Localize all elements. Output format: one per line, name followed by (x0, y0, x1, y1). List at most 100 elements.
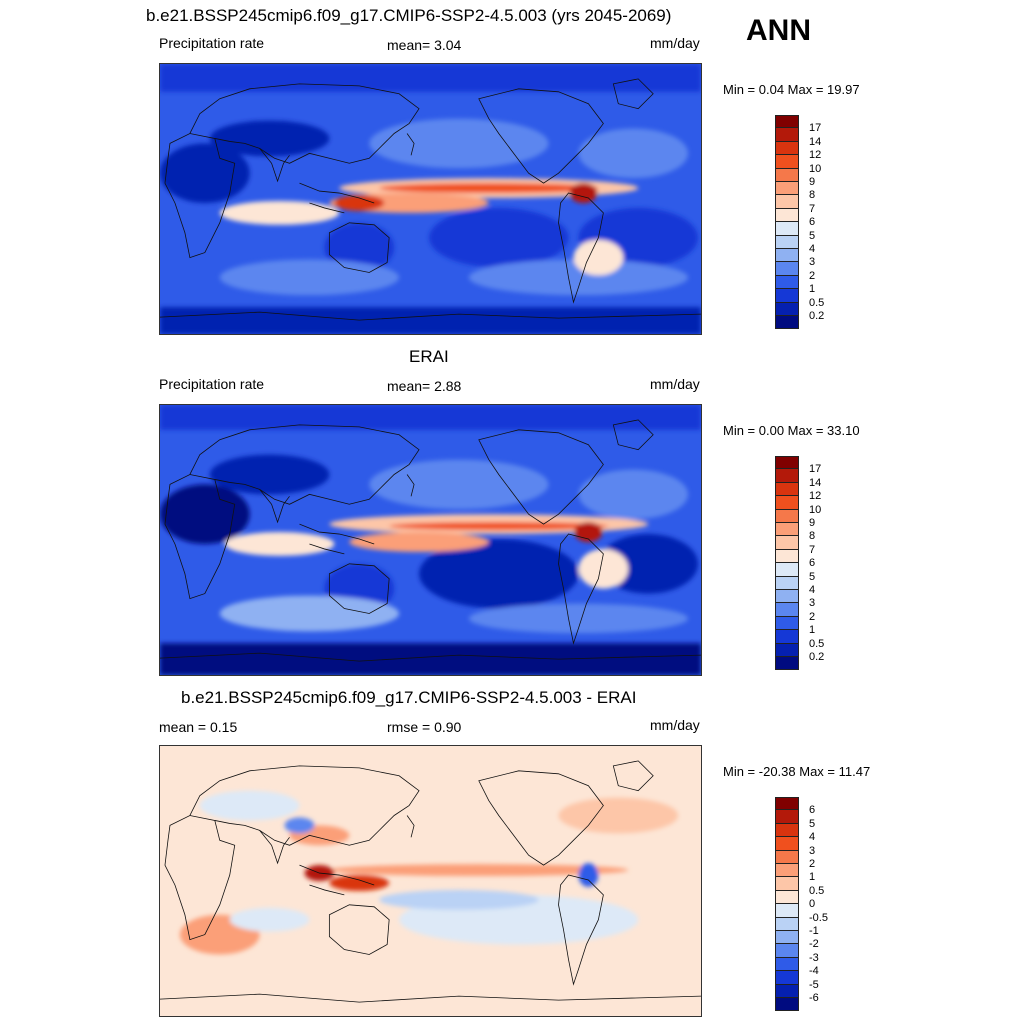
colorbar-swatch (775, 208, 799, 223)
colorbar-swatch (775, 890, 799, 905)
colorbar-tick-label: 0.5 (809, 884, 825, 897)
panel-3-colorbar: 6 5 4 3 2 1 0.5 0 -0.5 -1 -2 -3 -4 -5 -6 (775, 797, 828, 1012)
colorbar-tick-label: 1 (809, 624, 816, 637)
colorbar-swatch (775, 850, 799, 864)
panel-2-title: ERAI (409, 347, 449, 366)
colorbar-tick-label: 17 (809, 463, 822, 476)
colorbar-tick-label: 3 (809, 256, 816, 269)
colorbar-tick-label: 6 (809, 557, 816, 570)
colorbar-swatch (775, 523, 799, 537)
colorbar-swatch (775, 509, 799, 523)
colorbar-tick-label: 3 (809, 844, 816, 857)
colorbar-swatch (775, 563, 799, 577)
colorbar-swatch (775, 262, 799, 276)
colorbar-tick-label: 0.2 (809, 310, 825, 322)
colorbar-swatch (775, 496, 799, 510)
colorbar-tick-label: -4 (809, 965, 819, 978)
colorbar-tick-label: 9 (809, 176, 816, 188)
colorbar-tick-label: 10 (809, 162, 822, 175)
model-precipitation-map (159, 63, 702, 335)
colorbar-swatch (775, 482, 799, 497)
panel-3-rmse-label: rmse = 0.90 (387, 719, 462, 735)
erai-precipitation-map (159, 404, 702, 676)
colorbar-swatch (775, 576, 799, 590)
colorbar-tick-label: 7 (809, 202, 816, 215)
colorbar-tick-label: 6 (809, 804, 816, 817)
colorbar-swatch (775, 837, 799, 851)
season-label: ANN (746, 14, 811, 47)
colorbar-swatch (775, 536, 799, 550)
colorbar-tick-label: 17 (809, 122, 822, 135)
colorbar-tick-label: 0 (809, 898, 816, 911)
colorbar-swatch (775, 249, 799, 263)
colorbar-swatch (775, 195, 799, 209)
colorbar-tick-label: 12 (809, 490, 822, 503)
colorbar-tick-label: 12 (809, 149, 822, 162)
colorbar-swatch (775, 944, 799, 958)
colorbar-swatch (775, 182, 799, 196)
colorbar-swatch (775, 456, 799, 470)
colorbar-swatch (775, 904, 799, 918)
colorbar-tick-label: 2 (809, 858, 816, 870)
colorbar-tick-label: 8 (809, 530, 816, 543)
colorbar-swatch (775, 289, 799, 303)
colorbar-tick-label: -2 (809, 938, 819, 951)
colorbar-tick-label: 5 (809, 817, 816, 830)
panel-1-mean-label: mean= 3.04 (387, 37, 462, 53)
panel-1-minmax-label: Min = 0.04 Max = 19.97 (723, 82, 860, 97)
colorbar-swatch (775, 235, 799, 249)
panel-2-minmax-label: Min = 0.00 Max = 33.10 (723, 423, 860, 438)
plot-title: b.e21.BSSP245cmip6.f09_g17.CMIP6-SSP2-4.… (146, 6, 672, 25)
colorbar-swatch (775, 316, 799, 330)
colorbar-swatch (775, 469, 799, 483)
colorbar-tick-label: 0.2 (809, 651, 825, 663)
colorbar-swatch (775, 823, 799, 838)
colorbar-tick-label: 14 (809, 476, 822, 489)
panel-3-minmax-label: Min = -20.38 Max = 11.47 (723, 764, 871, 779)
colorbar-tick-label: 0.5 (809, 637, 825, 650)
panel-3-units-label: mm/day (650, 717, 700, 733)
colorbar-tick-label: 4 (809, 243, 816, 255)
colorbar-swatch (775, 616, 799, 631)
colorbar-tick-label: 2 (809, 610, 816, 623)
colorbar-swatch (775, 603, 799, 617)
colorbar-swatch (775, 115, 799, 129)
colorbar-tick-label: 5 (809, 229, 816, 242)
colorbar-tick-label: 0.5 (809, 296, 825, 309)
colorbar-swatch (775, 797, 799, 811)
colorbar-swatch (775, 957, 799, 972)
colorbar-swatch (775, 984, 799, 998)
colorbar-tick-label: 1 (809, 871, 816, 884)
colorbar-tick-label: 4 (809, 584, 816, 596)
colorbar-swatch (775, 917, 799, 931)
colorbar-swatch (775, 657, 799, 671)
colorbar-tick-label: -3 (809, 951, 819, 964)
panel-2-mean-label: mean= 2.88 (387, 378, 462, 394)
difference-map (159, 745, 702, 1017)
colorbar-tick-label: -6 (809, 992, 819, 1004)
colorbar-swatch (775, 971, 799, 985)
colorbar-swatch (775, 998, 799, 1012)
colorbar-tick-label: 3 (809, 597, 816, 610)
panel-1-colorbar: 17 14 12 10 9 8 7 6 5 4 3 2 1 0.5 0.2 (775, 115, 824, 330)
colorbar-swatch (775, 275, 799, 290)
colorbar-tick-label: 1 (809, 283, 816, 296)
colorbar-swatch (775, 549, 799, 564)
colorbar-tick-label: 9 (809, 517, 816, 529)
colorbar-tick-label: -1 (809, 925, 819, 937)
colorbar-tick-label: -5 (809, 978, 819, 991)
colorbar-tick-label: 10 (809, 503, 822, 516)
panel-2-colorbar: 17 14 12 10 9 8 7 6 5 4 3 2 1 0.5 0.2 (775, 456, 824, 671)
colorbar-tick-label: 8 (809, 189, 816, 202)
panel-2-units-label: mm/day (650, 376, 700, 392)
colorbar-swatch (775, 877, 799, 891)
panel-1-variable-label: Precipitation rate (159, 35, 265, 51)
colorbar-swatch (775, 590, 799, 604)
colorbar-swatch (775, 630, 799, 644)
colorbar-tick-label: 2 (809, 269, 816, 282)
colorbar-swatch (775, 810, 799, 824)
panel-2-variable-label: Precipitation rate (159, 376, 265, 392)
panel-3-mean-label: mean = 0.15 (159, 719, 238, 735)
colorbar-swatch (775, 931, 799, 945)
colorbar-swatch (775, 155, 799, 169)
